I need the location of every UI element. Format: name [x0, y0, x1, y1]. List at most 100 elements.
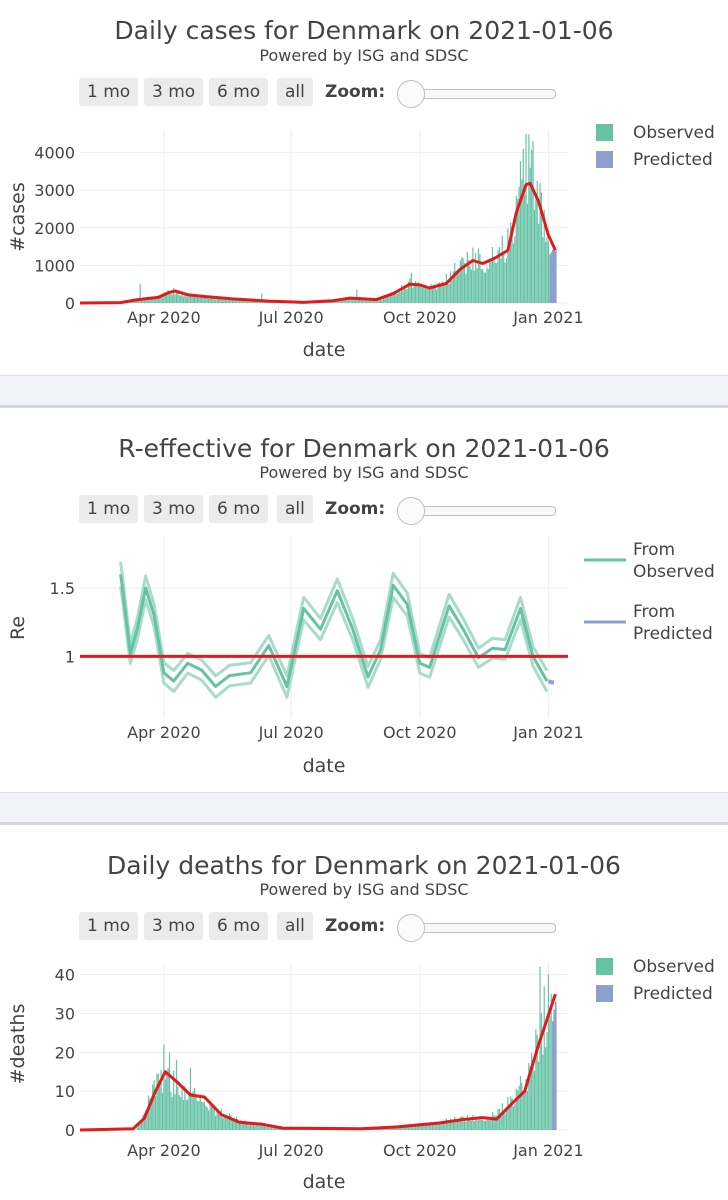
range-1mo-button[interactable]: 1 mo [79, 912, 139, 940]
observed-bar [490, 1117, 492, 1130]
observed-bar [198, 297, 200, 303]
observed-bar [486, 267, 488, 303]
observed-bar [350, 297, 352, 303]
observed-bar [251, 301, 253, 303]
range-all-button[interactable]: all [277, 495, 313, 523]
range-1mo-button[interactable]: 1 mo [79, 78, 139, 106]
x-tick-label: Jul 2020 [258, 723, 324, 742]
observed-bar [489, 1118, 491, 1130]
observed-bar [547, 974, 550, 1130]
observed-bar [542, 237, 544, 303]
observed-bar [357, 298, 359, 303]
zoom-slider-handle[interactable] [397, 80, 425, 108]
range-3mo-button[interactable]: 3 mo [144, 495, 204, 523]
observed-bar [223, 299, 225, 303]
observed-bar [420, 286, 422, 303]
observed-bar [187, 296, 189, 303]
observed-bar [504, 262, 506, 303]
observed-bar [414, 280, 417, 303]
range-3mo-button[interactable]: 3 mo [144, 78, 204, 106]
observed-bar [463, 262, 466, 303]
observed-bar [170, 293, 172, 303]
observed-bar [498, 246, 501, 303]
range-6mo-button[interactable]: 6 mo [209, 78, 269, 106]
observed-bar [518, 1085, 520, 1130]
observed-bar [138, 1125, 140, 1130]
observed-bar [454, 1116, 456, 1130]
observed-bar [219, 1113, 221, 1130]
observed-bar [503, 1110, 505, 1130]
observed-bar [420, 1124, 422, 1130]
observed-bar [237, 299, 239, 303]
observed-bar [480, 1120, 482, 1130]
panel-separator [0, 375, 728, 408]
range-all-button[interactable]: all [277, 78, 313, 106]
range-1mo-button[interactable]: 1 mo [79, 495, 139, 523]
observed-bar [470, 269, 473, 303]
observed-bar [468, 1117, 470, 1130]
observed-bar [208, 298, 210, 303]
observed-bar [168, 1052, 171, 1130]
y-tick-label: 0 [65, 1121, 75, 1140]
observed-bar [507, 1096, 509, 1130]
observed-bar [469, 266, 471, 303]
zoom-slider-handle[interactable] [397, 914, 425, 942]
observed-bar [150, 299, 152, 303]
observed-bar [236, 1116, 238, 1130]
y-tick-label: 10 [55, 1082, 75, 1101]
observed-bar [255, 301, 257, 303]
x-axis-title: date [303, 755, 346, 777]
observed-bar [466, 251, 468, 303]
observed-bar [254, 1125, 256, 1130]
observed-bar [236, 299, 238, 303]
observed-bar [526, 1090, 529, 1130]
observed-bar [140, 1121, 143, 1130]
observed-bar [524, 194, 526, 303]
observed-bar [550, 993, 552, 1130]
observed-bar [159, 1082, 161, 1130]
observed-bar [157, 295, 159, 303]
observed-bar [430, 1121, 432, 1130]
range-6mo-button[interactable]: 6 mo [209, 912, 269, 940]
observed-bar [421, 1124, 424, 1130]
observed-bar [338, 300, 340, 303]
observed-bar [508, 1105, 510, 1130]
observed-bar [428, 1123, 431, 1130]
observed-bar [258, 301, 260, 303]
observed-bar [518, 186, 520, 303]
observed-bar [164, 1079, 166, 1130]
observed-bar [154, 298, 157, 303]
observed-bar [206, 298, 208, 303]
observed-bar [500, 258, 502, 303]
observed-bar [459, 1117, 461, 1130]
range-all-button[interactable]: all [277, 912, 313, 940]
observed-bar [220, 1108, 222, 1130]
observed-bar [201, 1101, 203, 1130]
observed-bar [521, 179, 523, 303]
observed-bar [343, 300, 345, 303]
observed-bar [454, 262, 456, 303]
observed-bar [493, 258, 495, 303]
observed-bar [517, 198, 519, 303]
observed-bar [238, 1122, 240, 1130]
observed-bar [230, 1115, 232, 1130]
observed-bar [375, 300, 378, 303]
zoom-label: Zoom: [325, 499, 386, 519]
observed-bar [442, 1122, 445, 1130]
observed-bar [543, 986, 545, 1130]
observed-bar [238, 300, 240, 303]
observed-bar [413, 284, 415, 303]
range-3mo-button[interactable]: 3 mo [144, 912, 204, 940]
observed-bar [423, 1124, 425, 1130]
observed-bar [543, 210, 545, 303]
y-tick-label: 1000 [34, 256, 75, 275]
observed-bar [473, 1121, 475, 1130]
range-6mo-button[interactable]: 6 mo [209, 495, 269, 523]
observed-bar [477, 248, 480, 303]
reff-subtitle: Powered by ISG and SDSC [259, 463, 469, 482]
reff-chart: 1 1.5 Apr 2020 Jul 2020 Oct 2020 Jan 2021 date… [7, 536, 715, 777]
zoom-slider-handle[interactable] [397, 497, 425, 525]
observed-bar [545, 242, 547, 303]
observed-bar [512, 1106, 515, 1130]
observed-bar [449, 271, 452, 303]
